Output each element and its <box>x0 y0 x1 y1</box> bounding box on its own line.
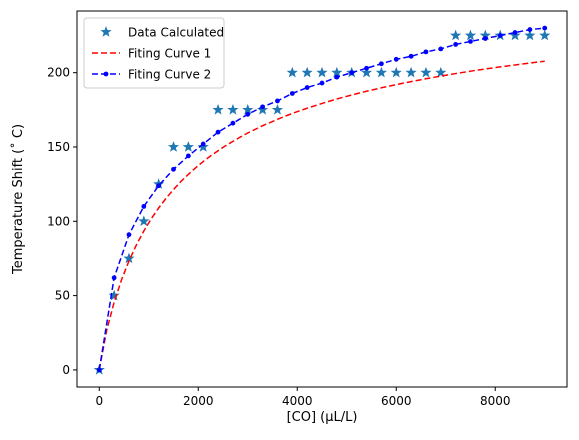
data-point <box>390 66 402 78</box>
legend-label: Data Calculated <box>128 26 224 40</box>
data-point <box>167 141 180 152</box>
legend-item: Fiting Curve 1 <box>92 47 211 61</box>
x-tick-label: 6000 <box>381 394 412 408</box>
data-point <box>364 65 369 71</box>
data-point <box>378 61 384 67</box>
legend: Data Calculated Fiting Curve 1 Fiting Curv… <box>83 17 225 89</box>
data-point <box>482 36 488 41</box>
data-point <box>260 104 266 110</box>
legend-marker <box>100 26 112 37</box>
data-point <box>450 29 462 41</box>
legend-box <box>83 17 225 89</box>
x-axis: 0 2000 4000 6000 8000 <box>95 387 511 408</box>
data-point <box>156 183 162 189</box>
data-point <box>286 66 298 78</box>
series-2 <box>96 25 548 373</box>
data-point <box>197 141 209 152</box>
x-tick-label: 4000 <box>282 394 313 408</box>
x-tick-label: 2000 <box>183 394 214 408</box>
y-axis-label: Temperature Shift (˚ C) <box>10 124 26 275</box>
data-point <box>212 103 224 115</box>
data-point <box>497 33 503 38</box>
data-point <box>182 141 194 152</box>
data-point <box>405 66 417 78</box>
data-point <box>464 29 477 41</box>
data-point <box>334 74 340 80</box>
legend-item: Data Calculated <box>100 26 224 40</box>
data-point <box>227 103 239 115</box>
data-point <box>349 70 355 76</box>
data-point <box>453 42 459 47</box>
legend-item: Fiting Curve 2 <box>92 68 211 82</box>
data-point <box>375 66 387 78</box>
y-tick-label: 0 <box>62 363 70 377</box>
legend-label: Fiting Curve 1 <box>128 47 211 61</box>
data-point <box>542 25 548 31</box>
data-point <box>108 289 120 301</box>
series-line <box>98 60 545 371</box>
data-point <box>360 66 373 78</box>
series-layer <box>93 25 551 375</box>
x-tick-label: 8000 <box>480 394 511 408</box>
data-point <box>96 367 102 373</box>
data-point <box>316 66 328 78</box>
data-point <box>304 85 310 90</box>
x-axis-label: [CO] (μL/L) <box>287 410 358 425</box>
data-point <box>126 232 132 238</box>
y-tick-label: 200 <box>47 66 70 80</box>
data-point <box>527 27 533 32</box>
data-point <box>438 46 444 52</box>
y-tick-label: 50 <box>55 289 70 303</box>
data-point <box>275 98 280 104</box>
data-point <box>435 66 447 78</box>
x-tick-label: 0 <box>95 394 103 408</box>
data-point <box>408 53 414 59</box>
data-point <box>111 275 117 281</box>
data-point <box>138 215 150 227</box>
y-tick-label: 100 <box>47 214 70 228</box>
data-point <box>171 166 176 172</box>
data-point <box>420 66 432 78</box>
plot-frame <box>76 10 568 388</box>
data-point <box>185 153 191 159</box>
y-axis: 0 50 100 150 200 <box>47 66 77 377</box>
series-0 <box>93 29 551 375</box>
data-point <box>230 120 236 126</box>
legend-marker <box>103 71 109 77</box>
series-1 <box>98 60 545 371</box>
data-point <box>200 141 206 147</box>
data-point <box>215 129 221 135</box>
data-point <box>257 103 269 115</box>
data-point <box>141 204 147 209</box>
data-point <box>319 80 325 86</box>
y-tick-label: 150 <box>47 140 70 154</box>
data-point <box>301 66 313 78</box>
data-point <box>393 56 399 62</box>
data-point <box>512 30 518 35</box>
data-point <box>245 111 251 117</box>
data-point <box>468 39 473 44</box>
data-point <box>289 91 295 96</box>
data-point <box>524 29 536 41</box>
data-point <box>271 103 284 115</box>
legend-label: Fiting Curve 2 <box>128 68 211 82</box>
data-point <box>539 29 551 41</box>
data-point <box>423 49 429 55</box>
